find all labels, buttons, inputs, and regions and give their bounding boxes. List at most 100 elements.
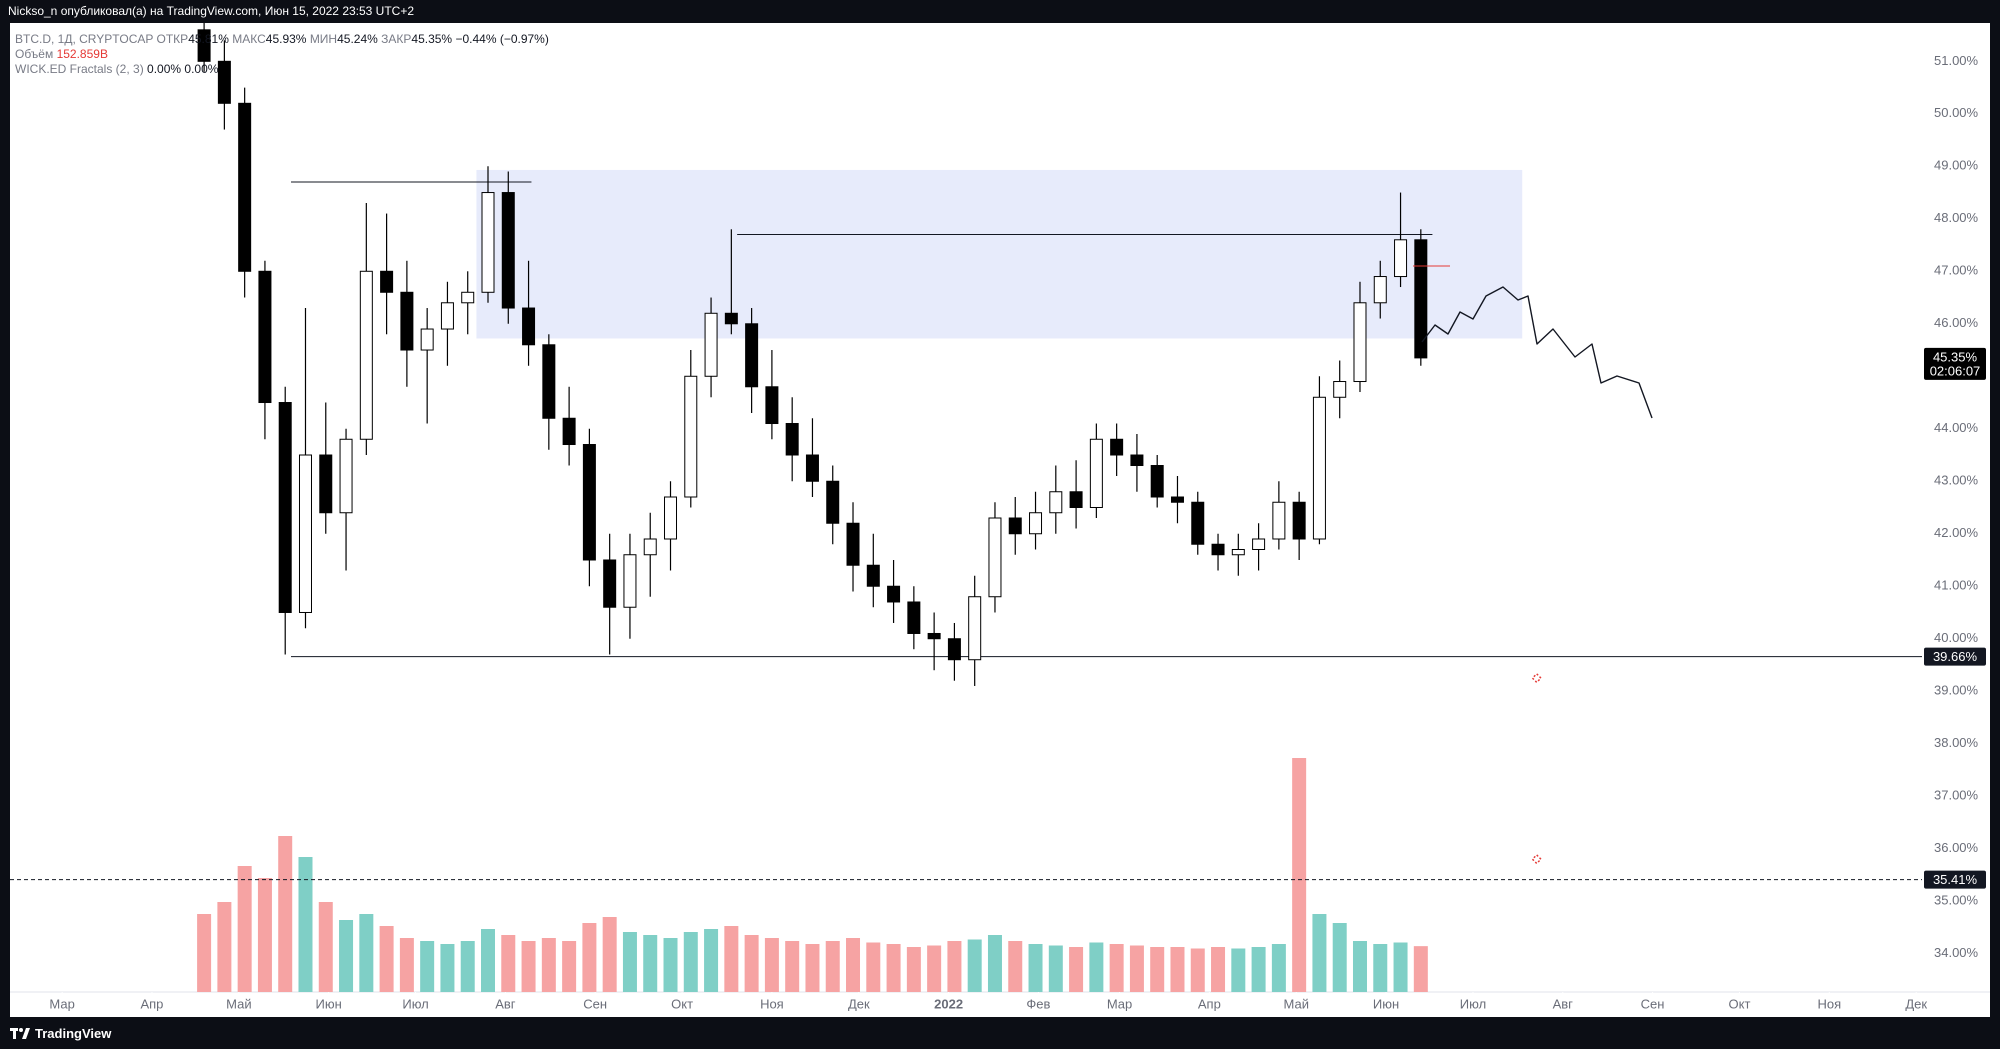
- candle-body: [1191, 501, 1205, 545]
- candle-body: [1272, 501, 1286, 540]
- volume-bar: [359, 914, 374, 992]
- y-tick-label: 41.00%: [1934, 578, 1979, 593]
- candle-body: [1394, 239, 1408, 278]
- volume-bar: [886, 944, 901, 992]
- volume-bar: [1190, 948, 1205, 992]
- candle-body: [1231, 548, 1245, 556]
- candle-body: [522, 307, 536, 346]
- indicator: WICK.ED Fractals (2, 3): [15, 62, 144, 76]
- candle-body: [603, 559, 617, 608]
- y-tick-label: 37.00%: [1934, 788, 1979, 803]
- indicator-value: 0.00%: [147, 62, 182, 76]
- volume-bar: [683, 932, 698, 992]
- candle-body: [724, 312, 738, 325]
- volume-bar: [1069, 947, 1084, 992]
- candle-body: [298, 454, 312, 613]
- y-tick-label: 36.00%: [1934, 840, 1979, 855]
- volume-bar: [1150, 947, 1165, 992]
- volume-bar: [967, 939, 982, 992]
- volume-bar: [846, 938, 861, 992]
- projection-path: [1421, 286, 1653, 419]
- volume: 152.859B: [56, 47, 108, 61]
- volume-bar: [1292, 758, 1307, 992]
- volume-bar: [1332, 923, 1347, 992]
- candle-body: [380, 270, 394, 293]
- price-label-box: [1924, 647, 1986, 666]
- volume-bar: [521, 941, 536, 992]
- candle-body: [359, 270, 373, 440]
- x-tick-label: Ноя: [1817, 996, 1841, 1011]
- high: 45.93%: [265, 32, 307, 46]
- candle-body: [664, 496, 678, 540]
- footer: TradingView: [10, 1026, 111, 1041]
- volume-bar: [1109, 944, 1124, 992]
- candle-body: [1333, 381, 1347, 398]
- x-tick-label: 2022: [934, 996, 963, 1011]
- x-tick-label: Авг: [495, 996, 516, 1011]
- candle-body: [258, 270, 272, 404]
- volume-bar: [1211, 947, 1226, 992]
- candle-body: [988, 517, 1002, 598]
- volume-bar: [1251, 947, 1266, 992]
- volume-bar: [197, 914, 212, 992]
- volume-bar: [318, 902, 333, 992]
- y-tick-label: 35.00%: [1934, 893, 1979, 908]
- volume-bar: [764, 938, 779, 992]
- fractal-marker: [1531, 672, 1543, 684]
- open-label: ОТКР: [156, 32, 189, 46]
- volume-bar: [1048, 945, 1063, 992]
- volume-bar: [541, 938, 556, 992]
- candle-body: [1170, 496, 1184, 503]
- price-label: 39.66%: [1933, 649, 1978, 664]
- x-tick-label: Май: [1284, 996, 1309, 1011]
- volume-bar: [1373, 944, 1388, 992]
- y-tick-label: 39.00%: [1934, 683, 1979, 698]
- candle-body: [400, 291, 414, 351]
- candle-body: [968, 596, 982, 661]
- volume-bar: [927, 945, 942, 992]
- volume-bar: [805, 944, 820, 992]
- volume-bar: [1008, 941, 1023, 992]
- candle-body: [1130, 454, 1144, 467]
- volume-bar: [1089, 942, 1104, 992]
- candle-body: [582, 444, 596, 561]
- volume-bar: [622, 932, 637, 992]
- volume-bar: [339, 920, 354, 992]
- candle-body: [339, 438, 353, 514]
- y-tick-label: 49.00%: [1934, 158, 1979, 173]
- candle-body: [562, 417, 576, 446]
- candle-body: [704, 312, 718, 377]
- volume-bar: [947, 941, 962, 992]
- candle-body: [887, 585, 901, 603]
- x-tick-label: Июн: [316, 996, 342, 1011]
- volume-bar: [906, 947, 921, 992]
- volume-bar: [1413, 946, 1428, 992]
- price-axis: 51.00%50.00%49.00%48.00%47.00%46.00%45.0…: [49, 53, 1986, 1011]
- y-tick-label: 48.00%: [1934, 210, 1979, 225]
- x-tick-label: Фев: [1026, 996, 1050, 1011]
- x-tick-label: Июл: [402, 996, 428, 1011]
- candle-body: [1049, 491, 1063, 514]
- volume-bar: [217, 902, 232, 992]
- volume-bar: [481, 929, 495, 992]
- volume-bar: [298, 857, 313, 992]
- x-tick-label: Май: [226, 996, 251, 1011]
- candle-body: [1029, 512, 1043, 535]
- volume-bar: [1028, 944, 1043, 992]
- y-tick-label: 43.00%: [1934, 473, 1979, 488]
- y-tick-label: 47.00%: [1934, 263, 1979, 278]
- candle-body: [481, 192, 495, 293]
- candle-body: [1089, 438, 1103, 508]
- candle-body: [1353, 302, 1367, 383]
- x-tick-label: Дек: [1905, 996, 1927, 1011]
- volume-bar: [1312, 914, 1327, 992]
- x-tick-label: Окт: [671, 996, 693, 1011]
- volume-bar: [440, 944, 455, 992]
- x-tick-label: Ноя: [760, 996, 784, 1011]
- candle-body: [907, 601, 921, 634]
- volume-bar: [562, 941, 577, 992]
- y-tick-label: 46.00%: [1934, 315, 1979, 330]
- y-tick-label: 40.00%: [1934, 630, 1979, 645]
- candle-body: [1150, 465, 1164, 498]
